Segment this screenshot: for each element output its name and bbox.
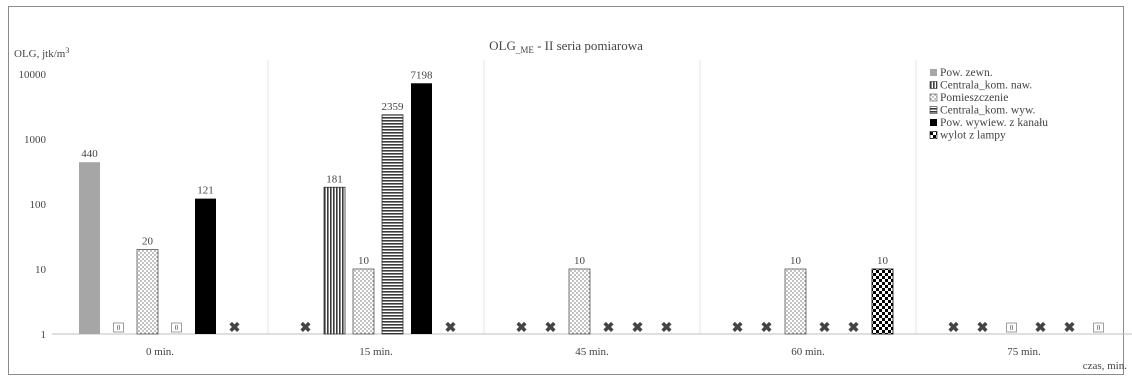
bar-marker: ✖ — [819, 321, 831, 336]
bar-marker: ✖ — [761, 321, 773, 336]
data-label: 10 — [358, 255, 370, 267]
bar — [871, 268, 894, 335]
bar-marker: ✖ — [1064, 321, 1076, 336]
x-axis-label: czas, min. — [1083, 360, 1128, 372]
data-label: 10 — [877, 255, 889, 267]
y-axis-label-text: OLG, jtk/m — [14, 48, 66, 60]
zero-marker — [113, 322, 124, 333]
grid-layer — [52, 60, 1132, 335]
bar — [784, 268, 807, 335]
chart-title-sub: _ME — [515, 45, 535, 55]
legend-swatch — [930, 119, 937, 126]
bar-marker: ✖ — [603, 321, 615, 336]
bar-marker: ✖ — [1035, 321, 1047, 336]
bar — [79, 162, 100, 334]
data-label: 20 — [142, 235, 154, 247]
y-axis-label: OLG, jtk/m3 — [14, 46, 69, 60]
data-label: 181 — [326, 173, 343, 185]
legend-label: Centrala_kom. naw. — [940, 80, 1032, 92]
bar — [381, 114, 404, 335]
legend-swatch — [929, 93, 938, 102]
y-tick-label: 10 — [35, 264, 47, 276]
bar — [136, 249, 159, 335]
bars: ✖ ✖ ✖ ✖ ✖ ✖ ✖ ✖ ✖ ✖ ✖ ✖ ✖ ✖ ✖ ✖ — [79, 83, 1104, 336]
zero-marker — [1006, 322, 1017, 333]
legend-label: Centrala_kom. wyw. — [940, 105, 1036, 117]
bar-marker: ✖ — [632, 321, 644, 336]
y-tick-label: 1 — [41, 329, 47, 341]
zero-marker — [1093, 322, 1104, 333]
bar — [411, 83, 432, 335]
bar-marker: ✖ — [661, 321, 673, 336]
chart-title: OLG_ME - II seria pomiarowa — [489, 38, 643, 55]
data-labels: 440 0 181 20 10 10 10 0 0 2359 121 7198 10 0 — [81, 69, 1101, 332]
bar-marker: ✖ — [229, 321, 241, 336]
bar-marker: ✖ — [848, 321, 860, 336]
legend-swatch — [929, 81, 938, 89]
bar — [323, 186, 346, 335]
data-label: 0 — [117, 324, 121, 332]
y-tick-label: 1000 — [24, 134, 47, 146]
legend: Pow. zewn.Centrala_kom. naw.Pomieszczeni… — [929, 67, 1048, 142]
data-label: 2359 — [382, 101, 405, 113]
data-label: 10 — [790, 255, 802, 267]
x-tick-labels: 0 min. 15 min. 45 min. 60 min. 75 min. — [146, 346, 1041, 358]
legend-label: Pow. wywiew. z kanału — [940, 117, 1048, 129]
legend-label: wylot z lampy — [940, 130, 1006, 142]
chart-title-rest: - II seria pomiarowa — [534, 38, 643, 53]
x-tick-label: 15 min. — [359, 346, 393, 358]
y-tick-label: 10000 — [19, 69, 47, 81]
data-label: 7198 — [411, 69, 434, 81]
bar — [195, 198, 216, 334]
bar-marker: ✖ — [732, 321, 744, 336]
legend-swatch — [929, 131, 938, 139]
chart-frame — [8, 6, 1124, 375]
y-tick-label: 100 — [30, 199, 47, 211]
data-label: 10 — [574, 255, 586, 267]
data-label: 0 — [1010, 324, 1014, 332]
legend-swatch — [930, 69, 937, 76]
bar-marker: ✖ — [545, 321, 557, 336]
bar-marker: ✖ — [300, 321, 312, 336]
bar — [352, 268, 375, 335]
bar-marker: ✖ — [948, 321, 960, 336]
data-label: 121 — [197, 185, 214, 197]
bar-marker: ✖ — [977, 321, 989, 336]
chart-title-main: OLG — [489, 38, 516, 53]
bar-marker: ✖ — [445, 321, 457, 336]
data-label: 0 — [1097, 324, 1101, 332]
data-label: 0 — [175, 324, 179, 332]
x-tick-label: 75 min. — [1007, 346, 1041, 358]
bar — [568, 268, 591, 335]
x-tick-label: 0 min. — [146, 346, 174, 358]
y-axis-label-sup: 3 — [65, 46, 69, 55]
bar-marker: ✖ — [516, 321, 528, 336]
legend-swatch — [929, 106, 938, 114]
legend-label: Pow. zewn. — [940, 67, 993, 79]
zero-marker — [171, 322, 182, 333]
data-label: 440 — [81, 148, 98, 160]
x-tick-label: 45 min. — [575, 346, 609, 358]
legend-label: Pomieszczenie — [940, 92, 1008, 104]
y-tick-labels: 1 10 100 1000 10000 — [19, 69, 47, 341]
x-tick-label: 60 min. — [791, 346, 825, 358]
